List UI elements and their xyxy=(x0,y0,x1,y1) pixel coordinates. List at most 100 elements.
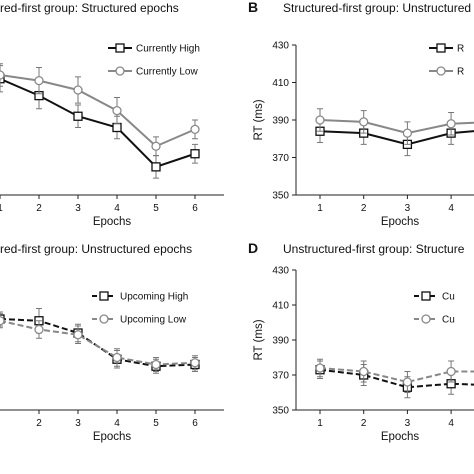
legend-marker-square xyxy=(99,291,109,301)
x-axis-label: Epochs xyxy=(381,431,420,443)
x-tick-label: 6 xyxy=(192,418,198,429)
x-tick-label: 6 xyxy=(192,203,198,214)
series-1 xyxy=(315,358,474,393)
series-line xyxy=(319,119,474,135)
x-tick-label: 1 xyxy=(317,418,323,429)
legend-entry: Upcoming High xyxy=(120,292,188,303)
legend: Upcoming High Upcoming Low xyxy=(92,291,188,326)
legend-entry: R xyxy=(457,67,464,78)
x-tick-label: 1 xyxy=(0,203,3,214)
chart-panel-2: red-first group: Unstructured epochs 2 3 4 5… xyxy=(0,242,224,443)
series-line xyxy=(0,77,196,169)
legend-marker-circle xyxy=(436,66,446,76)
series-line xyxy=(319,367,474,384)
panel-letter: D xyxy=(248,240,258,256)
data-point-circle xyxy=(73,330,83,340)
data-point-circle xyxy=(190,124,200,135)
data-point-square xyxy=(73,111,83,121)
data-point-square xyxy=(151,162,161,172)
data-point-circle xyxy=(190,358,200,368)
x-axis-label: Epochs xyxy=(93,431,132,443)
panel-letter: B xyxy=(248,0,258,15)
data-point-circle xyxy=(34,324,44,335)
data-point-circle xyxy=(112,352,122,363)
legend-marker-square xyxy=(436,43,446,53)
y-axis-label: RT (ms) xyxy=(253,319,265,360)
x-tick-label: 5 xyxy=(153,418,159,429)
series-0 xyxy=(0,65,200,179)
data-point-circle xyxy=(0,70,5,80)
series-1 xyxy=(0,313,200,372)
series-line xyxy=(0,74,196,148)
data-point-circle xyxy=(402,377,413,387)
legend-marker-square xyxy=(115,43,125,53)
data-point-circle xyxy=(151,359,161,370)
y-axis-label: RT (ms) xyxy=(253,99,265,140)
legend-entry: Cu xyxy=(442,315,455,326)
series-line xyxy=(0,318,196,368)
legend: Currently High Currently Low xyxy=(108,43,200,78)
legend-marker-circle xyxy=(99,314,109,324)
x-tick-label: 3 xyxy=(405,418,411,429)
chart-panel-3: D Unstructured-first group: Structure 350 3… xyxy=(248,240,474,443)
chart-panel-1: B Structured-first group: Unstructured 350… xyxy=(248,0,474,228)
x-axis-label: Epochs xyxy=(93,216,132,228)
data-point-square xyxy=(112,122,122,133)
plot-area xyxy=(0,308,200,374)
y-tick-label: 390 xyxy=(272,116,289,127)
y-tick-label: 370 xyxy=(272,371,289,382)
legend-marker-circle xyxy=(421,314,431,324)
legend-entry: Currently Low xyxy=(136,67,198,78)
legend-entry: R xyxy=(457,44,464,55)
series-line xyxy=(319,130,474,146)
plot-area xyxy=(315,358,474,399)
data-point-circle xyxy=(359,117,369,127)
data-point-circle xyxy=(73,85,83,95)
legend: RR xyxy=(429,43,464,78)
data-point-circle xyxy=(315,115,325,125)
x-tick-label: 3 xyxy=(75,203,81,214)
data-point-circle xyxy=(359,366,369,377)
x-tick-label: 2 xyxy=(361,418,367,429)
x-tick-label: 2 xyxy=(36,418,42,429)
data-point-circle xyxy=(315,363,325,373)
series-1 xyxy=(315,108,474,145)
y-tick-label: 350 xyxy=(272,191,289,202)
x-tick-label: 4 xyxy=(114,203,120,214)
series-1 xyxy=(0,63,200,157)
x-tick-label: 4 xyxy=(448,203,454,214)
data-point-circle xyxy=(34,75,44,86)
data-point-circle xyxy=(112,105,122,116)
chart-title: red-first group: Unstructured epochs xyxy=(0,242,192,256)
x-tick-label: 2 xyxy=(361,203,367,214)
y-tick-label: 350 xyxy=(272,406,289,417)
y-tick-label: 410 xyxy=(272,301,289,312)
chart-title: Unstructured-first group: Structure xyxy=(283,242,465,256)
legend-entry: Currently High xyxy=(136,44,200,55)
x-tick-label: 4 xyxy=(114,418,120,429)
x-tick-label: 2 xyxy=(36,203,42,214)
y-tick-label: 390 xyxy=(272,336,289,347)
x-axis-label: Epochs xyxy=(381,216,420,228)
plot-area xyxy=(0,63,200,179)
x-tick-label: 4 xyxy=(448,418,454,429)
data-point-circle xyxy=(446,119,456,129)
x-tick-label: 1 xyxy=(317,203,323,214)
x-tick-label: 5 xyxy=(153,203,159,214)
legend-entry: Cu xyxy=(442,292,455,303)
data-point-square xyxy=(190,149,200,159)
series-line xyxy=(0,319,196,366)
legend-entry: Upcoming Low xyxy=(120,315,187,326)
legend: Cu Cu xyxy=(414,291,455,326)
data-point-circle xyxy=(151,141,161,151)
y-tick-label: 410 xyxy=(272,78,289,89)
chart-panel-0: red-first group: Structured epochs 1 2 3 4 5 6… xyxy=(0,1,224,228)
series-line xyxy=(319,368,474,389)
x-tick-label: 3 xyxy=(405,203,411,214)
data-point-circle xyxy=(0,316,5,326)
y-tick-label: 370 xyxy=(272,153,289,164)
chart-title: Structured-first group: Unstructured xyxy=(283,1,471,15)
legend-marker-square xyxy=(421,291,431,301)
plot-area xyxy=(315,108,474,157)
